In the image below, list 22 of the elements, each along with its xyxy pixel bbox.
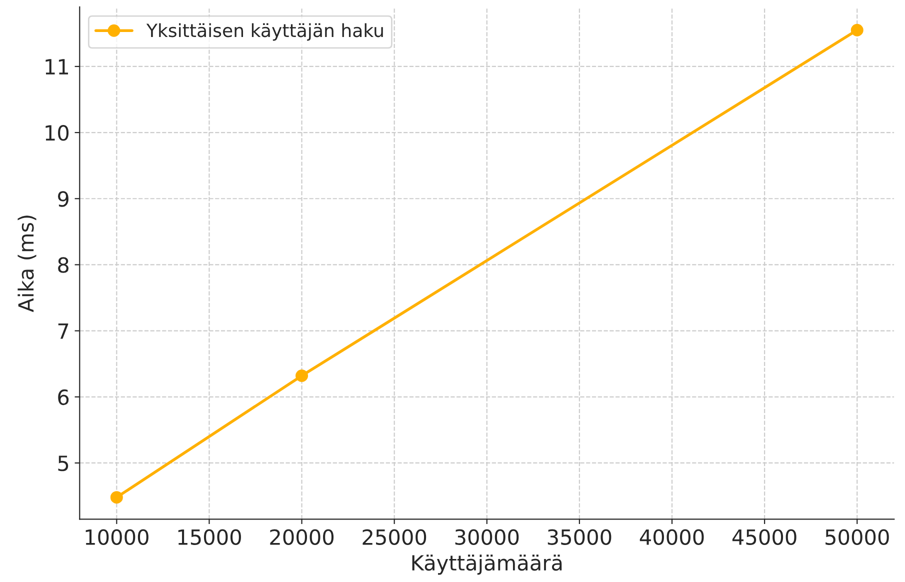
x-tick-label: 15000: [178, 529, 241, 545]
legend-label: Yksittäisen käyttäjän haku: [146, 23, 383, 41]
y-tick-label: 6: [58, 389, 69, 406]
y-tick-label: 10: [46, 125, 69, 141]
x-tick-label: 30000: [455, 529, 519, 545]
x-tick-label: 10000: [86, 529, 148, 545]
x-tick-label: 35000: [548, 529, 612, 545]
x-tick-label: 25000: [362, 529, 426, 545]
y-tick-label: 11: [46, 59, 68, 74]
point: [110, 491, 123, 504]
x-tick-label: 50000: [826, 529, 889, 545]
x-tick-label: 20000: [270, 529, 334, 545]
y-tick-label: 9: [58, 191, 68, 207]
y-tick-label: 5: [58, 456, 68, 472]
y-axis-title: Aika (ms): [18, 216, 36, 312]
y-tick-label: 7: [58, 324, 68, 339]
y-tick-label: 8: [58, 257, 68, 273]
x-axis-title: Käyttäjämäärä: [412, 554, 562, 575]
point: [296, 369, 308, 382]
point: [850, 24, 864, 36]
x-tick-label: 45000: [732, 529, 796, 545]
x-tick-label: 40000: [640, 529, 704, 545]
